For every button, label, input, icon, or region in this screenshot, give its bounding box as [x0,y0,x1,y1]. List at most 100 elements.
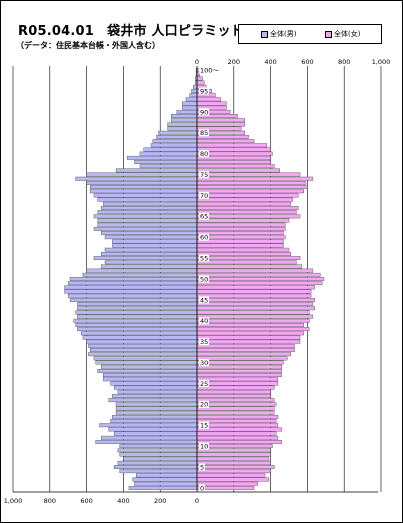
bar-female-age-62 [196,226,286,231]
bar-female-age-8 [196,452,271,457]
bar-male-age-45 [69,297,198,302]
bar-female-age-5 [196,465,275,469]
age-tick-label: 15 [200,422,208,430]
bar-female-age-48 [196,285,315,290]
bar-female-age-15 [196,423,279,428]
age-tick-label: 50 [200,275,208,283]
bar-male-age-59 [112,239,198,244]
age-tick-label: 30 [200,359,208,367]
bar-female-age-35 [196,339,301,344]
bar-female-age-73 [196,180,306,185]
bar-male-age-0 [128,485,198,490]
bar-male-age-95 [191,89,198,93]
bar-male-age-20 [115,402,198,407]
age-label-bg [199,296,209,304]
age-label-bg [199,150,209,158]
legend-label-male: 全体(男) [270,30,297,38]
bottom-tick-label: 800 [44,497,56,505]
bar-male-age-21 [108,398,198,403]
bar-female-age-98 [196,76,203,81]
bar-male-age-18 [115,410,198,415]
bar-male-age-30 [95,360,198,365]
age-label-bg [199,233,209,241]
age-label-bg [199,87,209,95]
bar-female-age-55 [196,256,301,261]
bar-female-age-40 [196,318,310,323]
bar-male-age-83 [152,139,198,144]
bar-female-age-87 [196,122,246,127]
bar-male-age-63 [97,222,198,227]
bar-male-age-2 [132,477,198,482]
age-label-bg [199,212,209,220]
bar-male-age-36 [82,335,198,340]
age-label-bg [199,484,205,492]
bar-female-age-4 [196,469,271,474]
legend-swatch-female [325,30,332,38]
age-label-bg [199,191,209,199]
age-label-bg [199,442,209,450]
bar-female-age-72 [196,185,308,189]
bar-female-age-32 [196,352,292,357]
age-label-bg [199,359,209,367]
bar-female-age-45 [196,297,315,302]
bar-female-age-63 [196,222,286,227]
bar-male-age-1 [134,481,198,486]
age-tick-label: 20 [200,401,208,409]
bar-female-age-13 [196,431,277,436]
top-tick-label: 200 [228,58,240,66]
bar-female-age-88 [196,118,246,123]
bar-female-age-43 [196,306,315,311]
age-label-bg [199,338,209,346]
bar-female-age-58 [196,243,284,248]
age-tick-label: 25 [200,380,208,388]
bar-male-age-86 [167,126,198,131]
bar-female-age-1 [196,481,258,486]
bar-male-age-89 [171,114,198,118]
age-tick-label: 60 [200,234,208,242]
bar-female-age-65 [196,214,301,219]
bar-female-age-56 [196,252,292,256]
age-label-bg [199,421,209,429]
bar-male-age-34 [88,343,198,348]
age-tick-label: 100～ [200,66,219,74]
bar-male-age-41 [77,314,198,319]
bar-male-age-61 [101,231,198,235]
bar-female-age-29 [196,364,282,369]
bar-female-age-14 [196,427,282,432]
bar-male-age-38 [77,327,198,332]
age-tick-label: 55 [200,255,208,263]
bar-male-age-87 [167,122,198,127]
bar-male-age-92 [182,101,198,106]
bar-female-age-31 [196,356,288,361]
bar-female-age-66 [196,210,297,215]
age-tick-label: 70 [200,192,208,200]
bar-female-age-60 [196,235,286,240]
bar-male-age-31 [93,356,198,361]
age-label-bg [199,317,209,325]
bottom-tick-label: 0 [195,497,199,505]
bar-male-age-46 [68,293,198,298]
bar-male-age-23 [117,389,198,394]
bar-male-age-57 [104,247,198,252]
age-label-bg [199,254,209,262]
bar-male-age-82 [150,143,198,148]
bar-female-age-47 [196,289,312,294]
bar-female-age-57 [196,247,290,252]
bar-male-age-81 [143,147,198,152]
bar-male-age-93 [185,97,198,102]
bar-female-age-74 [196,176,314,181]
bar-female-age-18 [196,410,275,415]
bar-female-age-38 [196,327,310,332]
bar-male-age-13 [114,431,198,436]
bar-male-age-65 [93,214,198,219]
age-label-bg [199,400,209,408]
top-tick-label: 600 [301,58,313,66]
bar-female-age-52 [196,268,314,273]
top-tick-label: 400 [264,58,276,66]
bar-female-age-93 [196,97,222,102]
age-tick-label: 5 [200,463,204,471]
bar-male-age-64 [97,218,198,223]
bar-female-age-30 [196,360,284,365]
chart-subtitle: （データ：住民基本台帳・外国人含む） [16,41,160,50]
